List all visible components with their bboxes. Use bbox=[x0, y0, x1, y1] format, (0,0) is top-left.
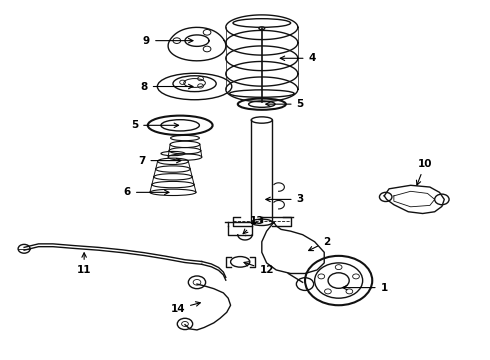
Text: 11: 11 bbox=[77, 253, 91, 275]
Text: 14: 14 bbox=[171, 302, 200, 314]
Text: 2: 2 bbox=[309, 237, 330, 251]
Text: 7: 7 bbox=[138, 156, 181, 166]
Text: 1: 1 bbox=[343, 283, 388, 293]
Text: 6: 6 bbox=[124, 187, 169, 197]
Text: 8: 8 bbox=[141, 81, 193, 91]
Text: 3: 3 bbox=[266, 194, 304, 204]
Text: 5: 5 bbox=[266, 99, 304, 109]
Text: 12: 12 bbox=[244, 262, 274, 275]
Text: 10: 10 bbox=[416, 159, 432, 185]
Ellipse shape bbox=[259, 27, 265, 30]
Text: 13: 13 bbox=[243, 216, 264, 234]
Text: 9: 9 bbox=[143, 36, 193, 46]
Text: 5: 5 bbox=[131, 120, 178, 130]
Text: 4: 4 bbox=[280, 53, 316, 63]
